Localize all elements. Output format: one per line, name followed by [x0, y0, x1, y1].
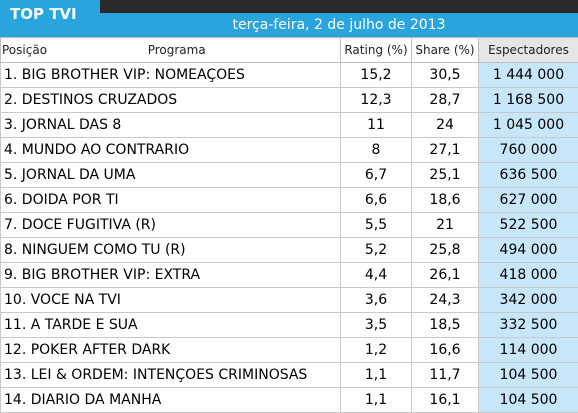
program-cell: 12. POKER AFTER DARK: [1, 338, 341, 363]
share-cell: 27,1: [412, 138, 479, 163]
header-rating: Rating (%): [341, 38, 412, 63]
share-cell: 30,5: [412, 63, 479, 88]
rating-cell: 15,2: [341, 63, 412, 88]
viewers-cell: 522 500: [479, 213, 578, 238]
share-cell: 18,5: [412, 313, 479, 338]
share-cell: 16,1: [412, 388, 479, 413]
viewers-cell: 760 000: [479, 138, 578, 163]
viewers-cell: 418 000: [479, 263, 578, 288]
viewers-cell: 104 500: [479, 363, 578, 388]
rating-cell: 5,2: [341, 238, 412, 263]
share-cell: 11,7: [412, 363, 479, 388]
share-cell: 25,1: [412, 163, 479, 188]
program-cell: 2. DESTINOS CRUZADOS: [1, 88, 341, 113]
top-tvi-title: TOP TVI: [0, 0, 100, 37]
rating-cell: 6,6: [341, 188, 412, 213]
program-cell: 1. BIG BROTHER VIP: NOMEAÇOES: [1, 63, 341, 88]
share-cell: 16,6: [412, 338, 479, 363]
share-cell: 21: [412, 213, 479, 238]
viewers-cell: 1 168 500: [479, 88, 578, 113]
date-header: terça-feira, 2 de julho de 2013: [100, 13, 578, 37]
header-program: Programa: [148, 43, 206, 57]
rating-cell: 1,1: [341, 363, 412, 388]
viewers-cell: 1 045 000: [479, 113, 578, 138]
program-cell: 8. NINGUEM COMO TU (R): [1, 238, 341, 263]
program-cell: 10. VOCE NA TVI: [1, 288, 341, 313]
share-cell: 24: [412, 113, 479, 138]
program-cell: 7. DOCE FUGITIVA (R): [1, 213, 341, 238]
rating-cell: 12,3: [341, 88, 412, 113]
share-cell: 28,7: [412, 88, 479, 113]
program-cell: 11. A TARDE E SUA: [1, 313, 341, 338]
rating-cell: 3,6: [341, 288, 412, 313]
viewers-cell: 494 000: [479, 238, 578, 263]
viewers-cell: 342 000: [479, 288, 578, 313]
program-cell: 4. MUNDO AO CONTRARIO: [1, 138, 341, 163]
header-viewers: Espectadores: [479, 38, 578, 63]
program-cell: 5. JORNAL DA UMA: [1, 163, 341, 188]
viewers-cell: 636 500: [479, 163, 578, 188]
program-cell: 3. JORNAL DAS 8: [1, 113, 341, 138]
share-cell: 26,1: [412, 263, 479, 288]
share-cell: 18,6: [412, 188, 479, 213]
program-cell: 13. LEI & ORDEM: INTENÇOES CRIMINOSAS: [1, 363, 341, 388]
rating-cell: 5,5: [341, 213, 412, 238]
header-share: Share (%): [412, 38, 479, 63]
header-position-program: Posição Programa: [1, 38, 341, 63]
program-cell: 14. DIARIO DA MANHA: [1, 388, 341, 413]
ratings-table: Posição Programa Rating (%) Share (%) Es…: [0, 37, 578, 413]
header-position: Posição: [2, 43, 47, 57]
viewers-cell: 104 500: [479, 388, 578, 413]
program-cell: 6. DOIDA POR TI: [1, 188, 341, 213]
rating-cell: 1,1: [341, 388, 412, 413]
viewers-cell: 1 444 000: [479, 63, 578, 88]
viewers-cell: 114 000: [479, 338, 578, 363]
rating-cell: 11: [341, 113, 412, 138]
rating-cell: 3,5: [341, 313, 412, 338]
table-header-row: Posição Programa Rating (%) Share (%) Es…: [1, 38, 578, 63]
rating-cell: 8: [341, 138, 412, 163]
viewers-cell: 627 000: [479, 188, 578, 213]
rating-cell: 4,4: [341, 263, 412, 288]
viewers-cell: 332 500: [479, 313, 578, 338]
rating-cell: 1,2: [341, 338, 412, 363]
share-cell: 25,8: [412, 238, 479, 263]
share-cell: 24,3: [412, 288, 479, 313]
rating-cell: 6,7: [341, 163, 412, 188]
program-cell: 9. BIG BROTHER VIP: EXTRA: [1, 263, 341, 288]
